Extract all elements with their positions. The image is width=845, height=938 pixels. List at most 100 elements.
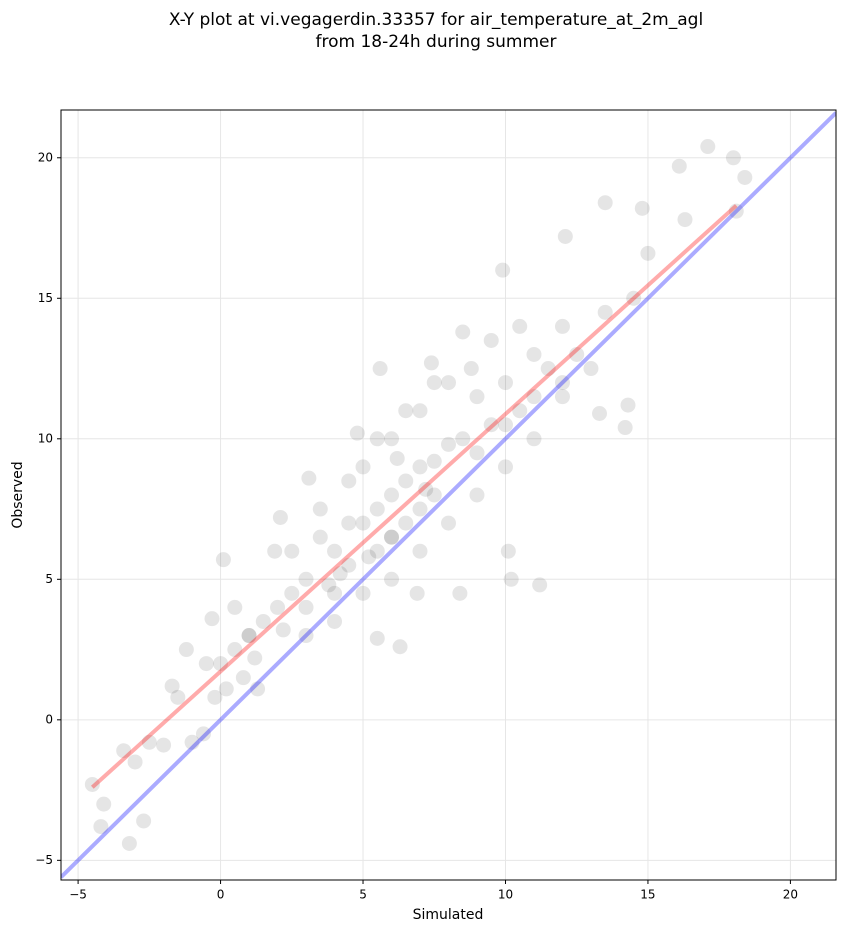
point [418, 481, 434, 497]
point [617, 420, 633, 436]
point [412, 501, 428, 517]
y-tick-label: 10 [38, 431, 53, 445]
x-tick-label: −5 [69, 888, 87, 902]
point [409, 585, 425, 601]
point [301, 470, 317, 486]
point [620, 397, 636, 413]
point [412, 459, 428, 475]
point [626, 290, 642, 306]
point [384, 529, 400, 545]
point [392, 639, 408, 655]
x-tick-label: 20 [783, 888, 798, 902]
point [341, 515, 357, 531]
point [227, 599, 243, 615]
point [361, 549, 377, 565]
point [198, 656, 214, 672]
point [84, 776, 100, 792]
point [136, 813, 152, 829]
point [284, 585, 300, 601]
point [384, 487, 400, 503]
point [634, 200, 650, 216]
point [526, 431, 542, 447]
point [178, 642, 194, 658]
point [441, 375, 456, 391]
point [327, 543, 343, 559]
point [469, 389, 485, 405]
point [389, 450, 405, 466]
point [398, 403, 414, 419]
point [671, 158, 687, 174]
point [332, 566, 348, 582]
point [737, 169, 753, 185]
fit-line [61, 111, 836, 879]
point [327, 613, 343, 629]
point [241, 628, 257, 644]
point [497, 375, 513, 391]
point [384, 431, 400, 447]
point [483, 417, 499, 433]
point [127, 754, 143, 770]
point [497, 459, 513, 475]
point [412, 403, 428, 419]
point [369, 501, 385, 517]
point [463, 361, 479, 377]
point [512, 318, 528, 334]
point [241, 628, 257, 644]
point [116, 743, 132, 759]
point [312, 529, 328, 545]
point [270, 599, 286, 615]
point [412, 543, 428, 559]
point [497, 417, 513, 433]
point [341, 473, 357, 489]
point [164, 678, 180, 694]
point [426, 453, 442, 469]
point [700, 139, 716, 155]
point [398, 473, 414, 489]
point [554, 389, 570, 405]
y-tick-label: 15 [38, 291, 53, 305]
point [540, 361, 556, 377]
point [96, 796, 112, 812]
point [218, 681, 234, 697]
point [255, 613, 271, 629]
point [298, 599, 314, 615]
point [677, 212, 693, 228]
point [250, 681, 266, 697]
point [455, 324, 471, 340]
point [284, 543, 300, 559]
point [500, 543, 516, 559]
point [526, 346, 542, 362]
point [349, 425, 365, 441]
fit-line [91, 204, 738, 789]
point [93, 819, 109, 835]
point [369, 543, 385, 559]
x-axis-label: Simulated [413, 907, 484, 923]
point [426, 487, 442, 503]
y-tick-label: 20 [38, 150, 53, 164]
point [121, 835, 137, 851]
point [184, 734, 200, 750]
point [298, 571, 314, 587]
point [267, 543, 283, 559]
point [156, 737, 172, 753]
point [469, 445, 485, 461]
point [312, 501, 328, 517]
point [728, 203, 744, 219]
point [247, 650, 263, 666]
plot-frame [60, 109, 837, 881]
point [452, 585, 468, 601]
point [141, 734, 157, 750]
point [170, 689, 186, 705]
point [298, 628, 314, 644]
point [423, 355, 439, 371]
point [597, 195, 613, 211]
chart-title: X-Y plot at vi.vegagerdin.33357 for air_… [169, 10, 703, 30]
point [426, 375, 442, 391]
point [441, 436, 456, 452]
point [597, 304, 613, 320]
point [327, 585, 343, 601]
point [355, 585, 371, 601]
x-tick-label: 5 [359, 888, 367, 902]
x-tick-label: 0 [217, 888, 225, 902]
point [554, 375, 570, 391]
